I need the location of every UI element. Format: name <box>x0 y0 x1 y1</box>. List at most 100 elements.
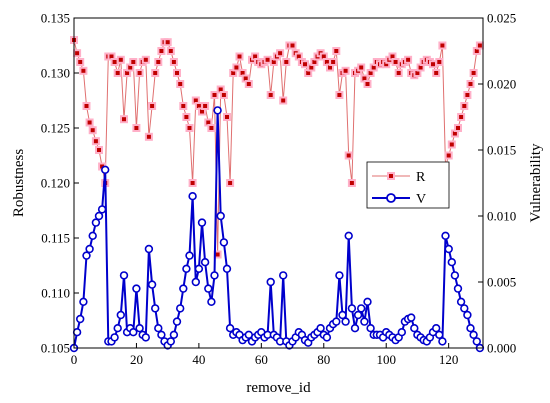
series-v-point <box>360 317 369 326</box>
series-v-point <box>88 231 97 241</box>
legend-r-label: R <box>416 170 426 185</box>
series-v-point <box>219 238 229 247</box>
y2-tick-label: 0.020 <box>487 77 516 92</box>
series-v-point <box>200 258 210 267</box>
series-r-point <box>82 102 91 110</box>
y-tick-label: 0.115 <box>41 231 70 246</box>
series-v-point <box>110 333 119 342</box>
series-v-point <box>79 297 88 306</box>
series-v-point <box>113 324 122 333</box>
series-r-point <box>223 113 231 121</box>
series-r-point <box>179 102 188 110</box>
series-r-point <box>357 63 366 72</box>
series-v-point <box>397 328 406 337</box>
x-tick-label: 20 <box>130 352 143 367</box>
series-r-point <box>438 41 447 50</box>
series-v-point <box>350 324 360 333</box>
series-r-point <box>176 80 185 88</box>
series-v-point <box>188 192 197 201</box>
series-v-point <box>85 244 94 254</box>
series-r-point <box>460 102 469 110</box>
series-v-point <box>207 297 216 306</box>
series-v-point <box>466 324 475 333</box>
y-tick-label: 0.135 <box>41 11 70 26</box>
y2-tick-label: 0.025 <box>487 11 516 26</box>
series-r-point <box>188 179 197 187</box>
series-v-point <box>213 106 222 115</box>
series-v-point <box>169 330 179 339</box>
series-r-point <box>475 41 484 50</box>
series-r-point <box>185 124 194 132</box>
series-v-point <box>176 304 185 313</box>
series-r-point <box>444 151 453 160</box>
series-v-point <box>91 218 101 227</box>
y2-tick-label: 0.010 <box>487 209 516 224</box>
series-v-point <box>94 211 104 221</box>
series-v-point <box>172 317 182 326</box>
series-v-point <box>75 314 85 324</box>
series-r-point <box>144 132 153 141</box>
series-v-point <box>116 310 126 320</box>
series-v-point <box>444 244 453 254</box>
series-v-point <box>335 271 344 280</box>
series-r-point <box>173 69 181 77</box>
legend-r-marker <box>387 172 395 180</box>
y-axis-ticks: 0.105 0.110 0.115 0.120 0.125 0.130 0.135 <box>41 11 79 356</box>
series-r-point <box>157 47 166 55</box>
series-v-point <box>347 304 357 313</box>
series-r-point <box>235 52 244 61</box>
legend-box <box>366 161 450 209</box>
series-v-point <box>119 271 129 280</box>
series-v-point <box>72 328 82 337</box>
series-v-point <box>210 271 219 280</box>
y-axis-title: Robustness <box>11 149 27 218</box>
series-r-point <box>73 49 82 58</box>
series-v-point <box>453 284 463 293</box>
series-v-point <box>472 337 481 346</box>
series-r-point <box>91 137 100 146</box>
series-r-point <box>163 38 172 47</box>
series-v-point <box>460 304 469 313</box>
series-r-point <box>266 91 275 99</box>
series-v-point <box>157 330 166 339</box>
series-v-point <box>97 205 107 214</box>
x-axis-title: remove_id <box>246 380 311 396</box>
series-v-point <box>100 165 110 175</box>
series-v-point <box>338 310 347 320</box>
series-r-point <box>329 58 338 66</box>
series-r-point <box>447 140 456 149</box>
series-r-point <box>201 102 210 110</box>
series-r-point <box>391 58 400 66</box>
series-r-point <box>332 47 341 55</box>
series-r-point <box>469 69 478 77</box>
series-r-point <box>95 146 103 154</box>
series-r-point <box>148 102 157 110</box>
series-v-point <box>194 264 204 273</box>
series-r-point <box>341 66 350 75</box>
series-v-point <box>204 284 213 293</box>
series-r-point <box>457 113 466 121</box>
series-r-point <box>207 124 216 132</box>
series-r-point <box>282 58 291 66</box>
series-v-point <box>182 264 191 273</box>
series-v-point <box>435 330 444 339</box>
series-v-point <box>135 324 144 333</box>
series-v-point <box>151 304 160 313</box>
series-r-markers-group <box>70 36 484 259</box>
x-tick-label: 60 <box>255 352 268 367</box>
series-r-point <box>85 118 94 127</box>
series-r-point <box>435 58 444 66</box>
series-r-point <box>288 41 297 50</box>
series-r-point <box>88 126 97 135</box>
series-r-point <box>279 96 288 105</box>
y2-tick-label: 0.000 <box>487 341 516 356</box>
series-r-point <box>113 69 122 77</box>
series-r-point <box>232 63 241 72</box>
series-r-point <box>263 55 272 64</box>
series-r-point <box>432 69 441 77</box>
series-r-point <box>76 58 85 66</box>
series-v-point <box>341 317 350 326</box>
series-v-point <box>185 251 194 260</box>
series-v-point <box>166 337 176 346</box>
